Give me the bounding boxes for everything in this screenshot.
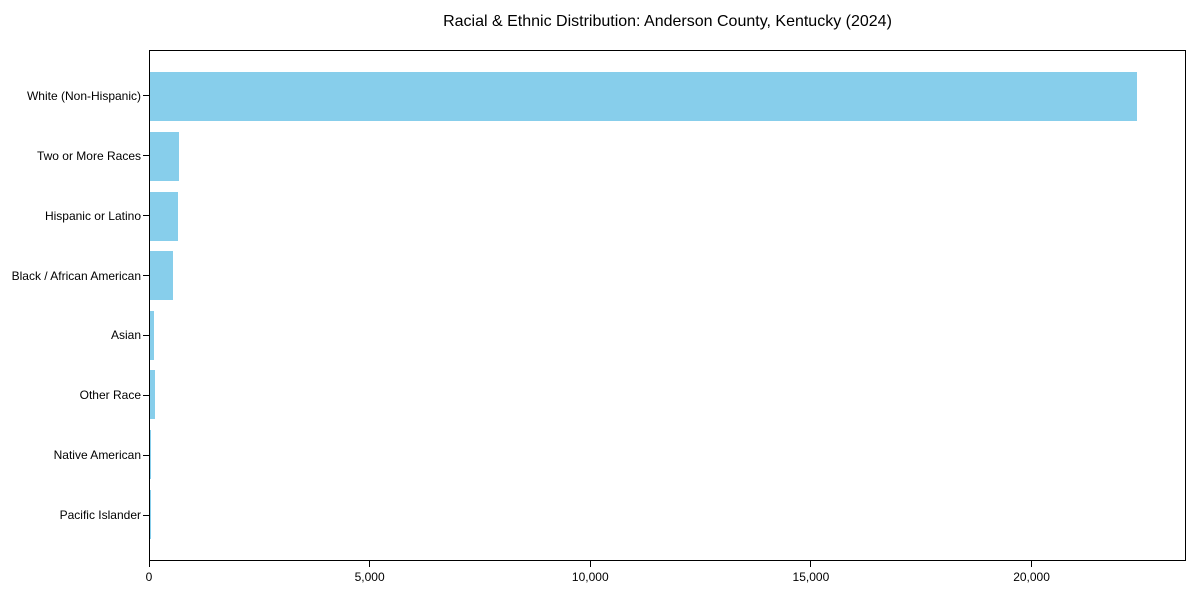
y-tick-mark [143,334,149,336]
bar-row [150,306,1185,366]
bar-row [150,186,1185,246]
bar-row [150,425,1185,485]
y-axis-label: Native American [53,448,141,463]
y-axis-row: Other Race [0,365,149,425]
y-axis-label: Asian [110,328,141,343]
x-tick-label: 0 [145,570,153,584]
y-axis-label: Two or More Races [36,148,141,163]
bar [150,251,173,301]
y-axis-label: Pacific Islander [59,508,141,523]
bar [150,430,151,480]
bar [150,191,178,241]
y-axis-row: Hispanic or Latino [0,186,149,246]
y-tick-mark [143,454,149,456]
x-tick-mark [589,561,591,567]
y-axis-row: Pacific Islander [0,485,149,545]
bar [150,72,1137,122]
bar-row [150,246,1185,306]
y-axis-row: Native American [0,425,149,485]
bar [150,131,179,181]
bars-column [150,51,1185,560]
y-axis: White (Non-Hispanic) Two or More Races His… [0,50,149,561]
x-tick-mark [1031,561,1033,567]
y-axis-row: Black / African American [0,246,149,306]
x-tick-label: 20,000 [1013,570,1050,584]
bar [150,310,154,360]
y-tick-mark [143,95,149,97]
y-axis-label: White (Non-Hispanic) [26,88,141,103]
x-tick-mark [148,561,150,567]
y-axis-row: Two or More Races [0,126,149,186]
y-axis-label: Other Race [79,388,141,403]
x-tick-mark [810,561,812,567]
x-tick-label: 15,000 [792,570,830,584]
y-axis-label: Black / African American [11,268,141,283]
y-axis-row: White (Non-Hispanic) [0,66,149,126]
plot-area [149,50,1186,561]
y-axis-label: Hispanic or Latino [44,208,141,223]
y-tick-mark [143,514,149,516]
bar-row [150,365,1185,425]
x-tick-mark [369,561,371,567]
bar-row [150,127,1185,187]
y-tick-mark [143,215,149,217]
bar-row [150,484,1185,544]
y-tick-mark [143,394,149,396]
y-axis-row: Asian [0,306,149,366]
x-tick-label: 10,000 [571,570,609,584]
bar-row [150,67,1185,127]
bar [150,370,156,420]
x-tick-label: 5,000 [354,570,385,584]
y-tick-mark [143,275,149,277]
y-tick-mark [143,155,149,157]
x-axis: 0 5,000 10,000 15,000 20,000 [145,561,1186,593]
chart-title: Racial & Ethnic Distribution: Anderson C… [443,13,892,30]
